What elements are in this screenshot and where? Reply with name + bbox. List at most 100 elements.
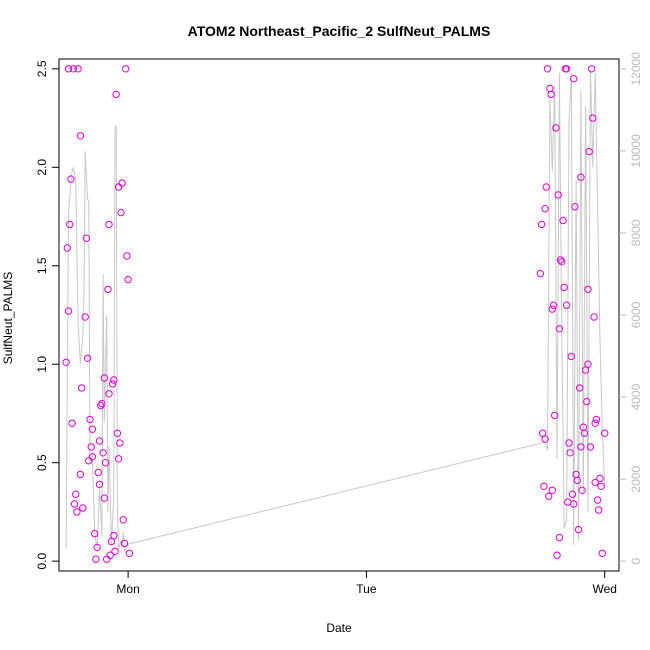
- data-point: [79, 504, 87, 512]
- data-point: [87, 443, 95, 451]
- data-point: [592, 415, 601, 424]
- data-point: [103, 555, 111, 563]
- data-point: [555, 533, 564, 542]
- data-point: [559, 216, 567, 225]
- data-point: [66, 220, 74, 229]
- data-point: [123, 252, 131, 260]
- data-point: [77, 384, 86, 392]
- data-point: [591, 478, 599, 487]
- data-point: [562, 301, 571, 309]
- data-point: [597, 482, 605, 490]
- data-point: [88, 425, 97, 433]
- data-point: [589, 114, 597, 122]
- data-point: [100, 374, 109, 382]
- data-point: [64, 307, 73, 315]
- data-point: [541, 205, 549, 213]
- data-point: [593, 496, 602, 504]
- data-point: [94, 468, 103, 477]
- altitude-series-line: [65, 68, 606, 553]
- data-point: [558, 258, 566, 266]
- data-point: [116, 439, 124, 447]
- data-point: [110, 376, 118, 384]
- y2-tick-label: 6000: [629, 301, 643, 328]
- data-point: [585, 147, 593, 156]
- data-point: [537, 220, 546, 229]
- data-point: [552, 124, 560, 132]
- data-point: [91, 529, 99, 538]
- data-point: [570, 500, 578, 508]
- data-point: [63, 244, 72, 252]
- data-point: [584, 360, 592, 368]
- data-point: [64, 65, 73, 73]
- data-point: [565, 439, 573, 447]
- data-point: [568, 490, 577, 498]
- data-point: [101, 459, 110, 467]
- data-point: [595, 506, 603, 514]
- data-point: [73, 508, 81, 516]
- y2-tick-label: 4000: [629, 383, 643, 410]
- data-point: [120, 539, 129, 548]
- data-point: [95, 480, 104, 489]
- data-point: [118, 179, 126, 187]
- x-axis-label: Date: [326, 621, 352, 635]
- data-point: [598, 549, 606, 557]
- data-point: [540, 482, 548, 490]
- data-point: [112, 90, 120, 99]
- data-point: [577, 443, 585, 451]
- y-axis: 0.0 0.5 1.0 1.5 2.0 2.5: [35, 60, 59, 569]
- data-point: [567, 352, 575, 361]
- data-point: [76, 132, 85, 140]
- data-point: [570, 75, 578, 83]
- chart-title: ATOM2 Northeast_Pacific_2 SulfNeut_PALMS: [188, 23, 491, 39]
- y-tick-label: 0.0: [35, 552, 49, 569]
- data-point: [548, 486, 556, 494]
- data-point: [555, 325, 564, 333]
- y2-tick-label: 12000: [629, 52, 643, 86]
- data-point: [546, 84, 554, 93]
- data-point: [587, 65, 596, 73]
- data-point: [124, 275, 132, 284]
- data-point: [577, 173, 585, 181]
- data-point: [566, 449, 574, 457]
- data-point: [98, 399, 106, 408]
- data-point: [547, 90, 555, 99]
- data-point: [545, 492, 553, 500]
- data-point: [99, 449, 107, 457]
- y-tick-label: 2.0: [35, 159, 49, 176]
- data-point: [114, 455, 123, 463]
- data-point: [560, 283, 568, 292]
- altitude-line: [65, 68, 606, 553]
- data-point: [596, 474, 604, 483]
- data-point: [83, 354, 92, 362]
- data-point: [82, 234, 91, 242]
- data-point: [106, 551, 114, 559]
- data-point: [68, 419, 76, 427]
- data-point: [100, 494, 109, 502]
- y-tick-label: 1.0: [35, 356, 49, 373]
- data-point: [114, 183, 123, 191]
- y2-tick-label: 2000: [629, 465, 643, 492]
- data-point: [551, 411, 559, 420]
- y2-tick-label: 8000: [629, 219, 643, 246]
- data-point: [95, 437, 104, 445]
- data-point: [553, 551, 561, 559]
- data-point: [108, 380, 117, 388]
- data-point: [584, 285, 592, 294]
- y-tick-label: 0.5: [35, 454, 49, 471]
- scatter-points: [62, 65, 609, 563]
- data-point: [591, 419, 599, 427]
- y-tick-label: 1.5: [35, 257, 49, 274]
- data-point: [542, 183, 550, 191]
- data-point: [590, 313, 598, 321]
- data-point: [541, 435, 549, 443]
- data-point: [81, 313, 89, 321]
- data-point: [72, 490, 80, 498]
- data-point: [586, 443, 595, 451]
- data-point: [93, 543, 101, 552]
- data-point: [601, 429, 609, 437]
- data-point: [86, 415, 94, 424]
- data-point: [548, 305, 556, 313]
- data-point: [62, 358, 70, 366]
- plot-frame: [58, 58, 620, 572]
